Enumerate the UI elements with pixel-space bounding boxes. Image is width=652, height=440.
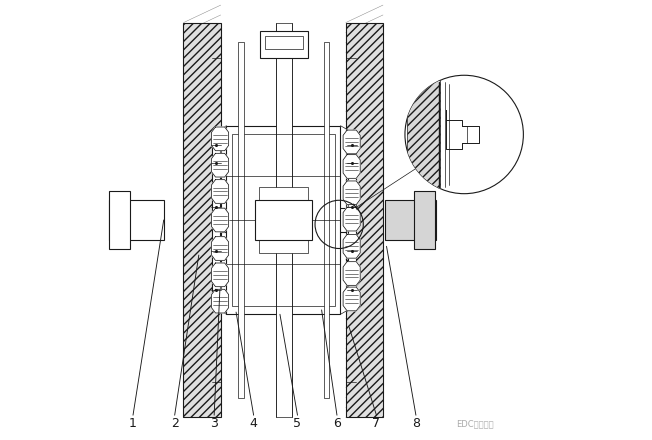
Bar [407,80,439,189]
Bar [226,126,340,314]
Bar [212,135,220,305]
Bar [109,191,130,249]
Text: 3: 3 [210,418,218,430]
Polygon shape [211,237,229,260]
Bar [221,208,346,232]
Polygon shape [211,290,229,313]
Text: 6: 6 [333,418,341,430]
Polygon shape [343,287,360,311]
Text: 2: 2 [171,418,179,430]
Bar [414,191,435,249]
Bar [231,135,335,305]
Polygon shape [211,208,229,232]
Bar [265,36,303,49]
Text: 1: 1 [129,418,137,430]
Polygon shape [211,127,229,150]
Polygon shape [343,181,360,205]
Bar [385,200,436,240]
Polygon shape [446,110,479,149]
Text: 8: 8 [412,418,420,430]
Polygon shape [343,130,360,154]
Polygon shape [343,235,360,258]
Polygon shape [211,180,229,203]
Bar [276,22,292,418]
Bar [260,31,308,58]
Bar [183,22,221,418]
Text: 4: 4 [250,418,258,430]
Bar [109,200,164,240]
Bar [238,42,244,398]
Polygon shape [343,207,360,231]
Polygon shape [211,153,229,177]
Bar [259,187,308,253]
Polygon shape [343,154,360,178]
Polygon shape [343,262,360,286]
Text: 7: 7 [372,418,380,430]
Bar [255,200,312,240]
Polygon shape [211,263,229,287]
Bar [348,135,356,305]
Bar [324,42,329,398]
Bar [346,22,383,418]
Text: 5: 5 [293,418,301,430]
Circle shape [405,75,524,194]
Text: EDC电驱未来: EDC电驱未来 [456,419,494,429]
